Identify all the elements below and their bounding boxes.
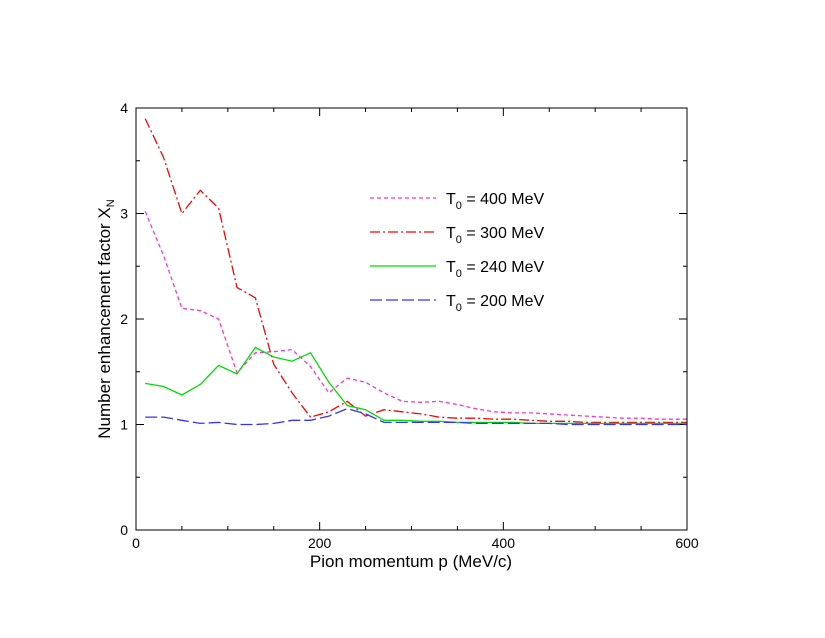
- legend-label-rest: = 300 MeV: [462, 225, 545, 242]
- x-tick-label: 0: [132, 535, 140, 551]
- y-tick-label: 1: [120, 417, 128, 433]
- legend-label-main: T: [446, 259, 456, 276]
- legend-label: T0 = 300 MeV: [446, 225, 545, 246]
- y-axis-label-main: Number enhancement factor X: [95, 207, 114, 439]
- y-axis-label: Number enhancement factor XN: [95, 199, 117, 439]
- series-line-4: [145, 408, 687, 426]
- y-tick-label: 2: [120, 311, 128, 327]
- y-axis-label-subscript: N: [105, 199, 117, 207]
- ticks-layer: 0 200 400 600 0 1 2 3 4: [120, 100, 699, 551]
- series-line-1: [144, 211, 687, 420]
- y-tick-label: 4: [120, 100, 128, 116]
- legend-label-main: T: [446, 225, 456, 242]
- series-layer: [144, 118, 687, 426]
- legend-label-subscript: 0: [456, 302, 462, 314]
- legend-label-main: T: [446, 191, 456, 208]
- legend-label-subscript: 0: [456, 268, 462, 280]
- series-line-2: [144, 118, 687, 424]
- x-tick-label: 200: [308, 535, 332, 551]
- legend-label-subscript: 0: [456, 234, 462, 246]
- legend-label: T0 = 200 MeV: [446, 293, 545, 314]
- series-line-3: [145, 346, 687, 425]
- y-tick-label: 3: [120, 206, 128, 222]
- legend-label-main: T: [446, 293, 456, 310]
- plot-frame: [135, 107, 688, 531]
- legend-label-rest: = 400 MeV: [462, 191, 545, 208]
- legend-label: T0 = 240 MeV: [446, 259, 545, 280]
- legend-label-rest: = 200 MeV: [462, 293, 545, 310]
- x-axis-label: Pion momentum p (MeV/c): [310, 552, 512, 571]
- x-tick-label: 600: [675, 535, 699, 551]
- y-tick-label: 0: [120, 522, 128, 538]
- legend-label-subscript: 0: [456, 200, 462, 212]
- legend-label: T0 = 400 MeV: [446, 191, 545, 212]
- legend-label-rest: = 240 MeV: [462, 259, 545, 276]
- x-tick-label: 400: [492, 535, 516, 551]
